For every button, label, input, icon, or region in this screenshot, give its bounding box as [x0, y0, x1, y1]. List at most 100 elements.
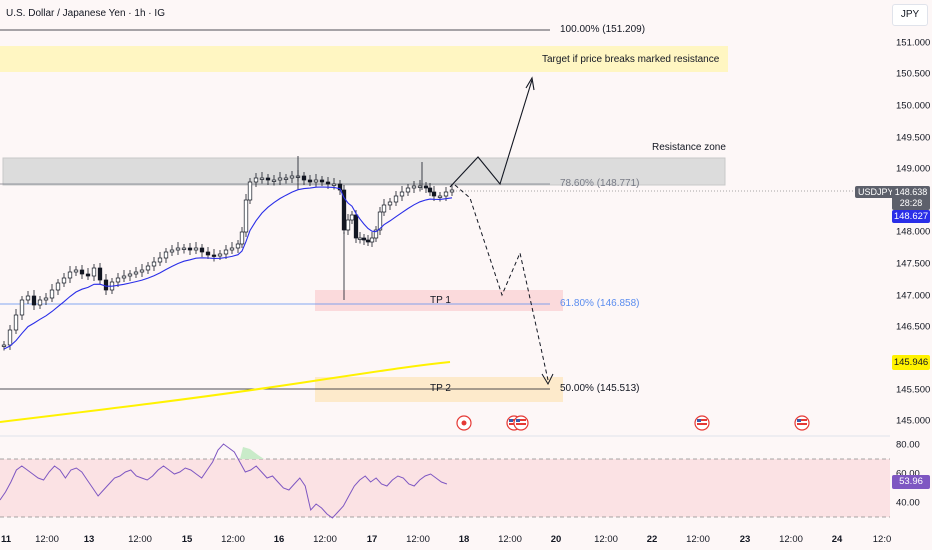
resistance-annotation: Resistance zone [652, 142, 726, 153]
candle-body [393, 195, 399, 203]
candle-body [265, 177, 271, 181]
candle-body [97, 267, 103, 281]
candle-body [277, 177, 283, 181]
candle-body [85, 273, 91, 277]
rsi-value-badge: 53.96 [892, 475, 930, 489]
time-tick: 12:00 [498, 534, 522, 545]
target-zone [0, 46, 728, 72]
candle-body [283, 177, 289, 180]
candle-body [163, 251, 169, 259]
candle-body [187, 247, 193, 251]
time-tick: 12:00 [128, 534, 152, 545]
tp2-label: TP 2 [430, 383, 451, 394]
downside-projection-path [454, 184, 549, 381]
candle-body [199, 247, 205, 253]
us-flag-icon[interactable] [694, 415, 710, 431]
ma-value-badge: 148.627 [892, 210, 930, 223]
candle-body [345, 219, 351, 231]
fib-label-100: 100.00% (151.209) [560, 24, 646, 35]
candle-body [67, 271, 73, 279]
time-tick: 12:00 [313, 534, 337, 545]
candle-body [193, 247, 199, 251]
candle-body [369, 237, 375, 243]
candle-body [13, 314, 19, 331]
candle-body [235, 243, 241, 249]
last-price-value: 148.638 [894, 187, 928, 197]
candle-body [73, 269, 79, 273]
price-tick: 150.000 [896, 100, 931, 112]
breakout-arrow-head [525, 76, 535, 91]
candle-body [365, 239, 371, 243]
flag-circle-icon[interactable] [456, 415, 472, 431]
price-tick: 148.000 [896, 226, 931, 238]
fib-label-50: 50.00% (145.513) [560, 383, 640, 394]
rsi-line [0, 443, 448, 519]
price-tick: 149.500 [896, 132, 931, 144]
price-tick: 147.000 [896, 290, 931, 302]
currency-button[interactable]: JPY [892, 4, 928, 26]
rsi-band [0, 459, 890, 517]
candle-body [139, 269, 145, 273]
candle-body [289, 175, 295, 179]
resistance-zone [2, 157, 726, 186]
time-tick: 12:00 [779, 534, 803, 545]
tp1-label: TP 1 [430, 295, 451, 306]
candle-body [449, 189, 455, 193]
candle-body [31, 295, 37, 306]
candle-body [115, 277, 121, 283]
candle-body [377, 211, 383, 231]
candle-body [25, 295, 31, 301]
candle-body [127, 273, 133, 277]
candle-body [91, 267, 97, 277]
tp2-zone [315, 377, 563, 402]
chart-title: U.S. Dollar / Japanese Yen · 1h · IG [6, 8, 165, 19]
time-tick: 20 [550, 534, 562, 545]
candle-body [361, 237, 367, 241]
candle-body [217, 253, 223, 257]
candle-body [223, 249, 229, 255]
target-annotation: Target if price breaks marked resistance [542, 54, 720, 65]
candle-body [175, 247, 181, 251]
candle-body [319, 179, 325, 183]
candle-body [229, 247, 235, 251]
candle-body [353, 214, 359, 239]
candle-body [271, 179, 277, 182]
ema-line [0, 361, 451, 423]
candlestick-series [1, 156, 455, 351]
us-flag-icon[interactable] [513, 415, 529, 431]
candle-body [205, 251, 211, 256]
price-tick: 150.500 [896, 68, 931, 80]
moving-average-line [3, 186, 453, 350]
candle-body [325, 181, 331, 185]
breakout-projection-path [449, 79, 533, 188]
candle-body [247, 181, 253, 201]
candle-body [43, 297, 49, 301]
candle-body [55, 282, 61, 291]
candle-body [357, 237, 363, 240]
time-tick: 23 [739, 534, 751, 545]
candle-body [387, 201, 393, 206]
time-axis[interactable]: 11 12:00 13 12:00 15 12:00 16 12:00 17 12:00 18 12:… [0, 528, 892, 550]
candle-body [259, 177, 265, 180]
tp1-zone [315, 290, 563, 311]
rsi-overbought-fill [240, 447, 264, 459]
candle-body [121, 275, 127, 279]
candle-body [341, 189, 347, 231]
last-price-badge: 148.638 28:28 [892, 186, 930, 210]
time-tick: 11 [0, 534, 12, 545]
time-tick: 17 [366, 534, 378, 545]
us-flag-icon[interactable] [794, 415, 810, 431]
price-chart[interactable] [0, 0, 890, 550]
candle-body [349, 214, 355, 221]
candle-body [169, 249, 175, 253]
rsi-tick: 40.00 [896, 497, 920, 509]
price-tick: 147.500 [896, 258, 931, 270]
time-tick: 12:0 [872, 534, 892, 545]
candle-body [211, 254, 217, 257]
rsi-tick: 60.00 [896, 468, 920, 480]
candle-body [373, 229, 379, 239]
candle-body [181, 247, 187, 250]
time-tick: 12:00 [221, 534, 245, 545]
candle-body [399, 191, 405, 197]
candle-body [381, 204, 387, 213]
